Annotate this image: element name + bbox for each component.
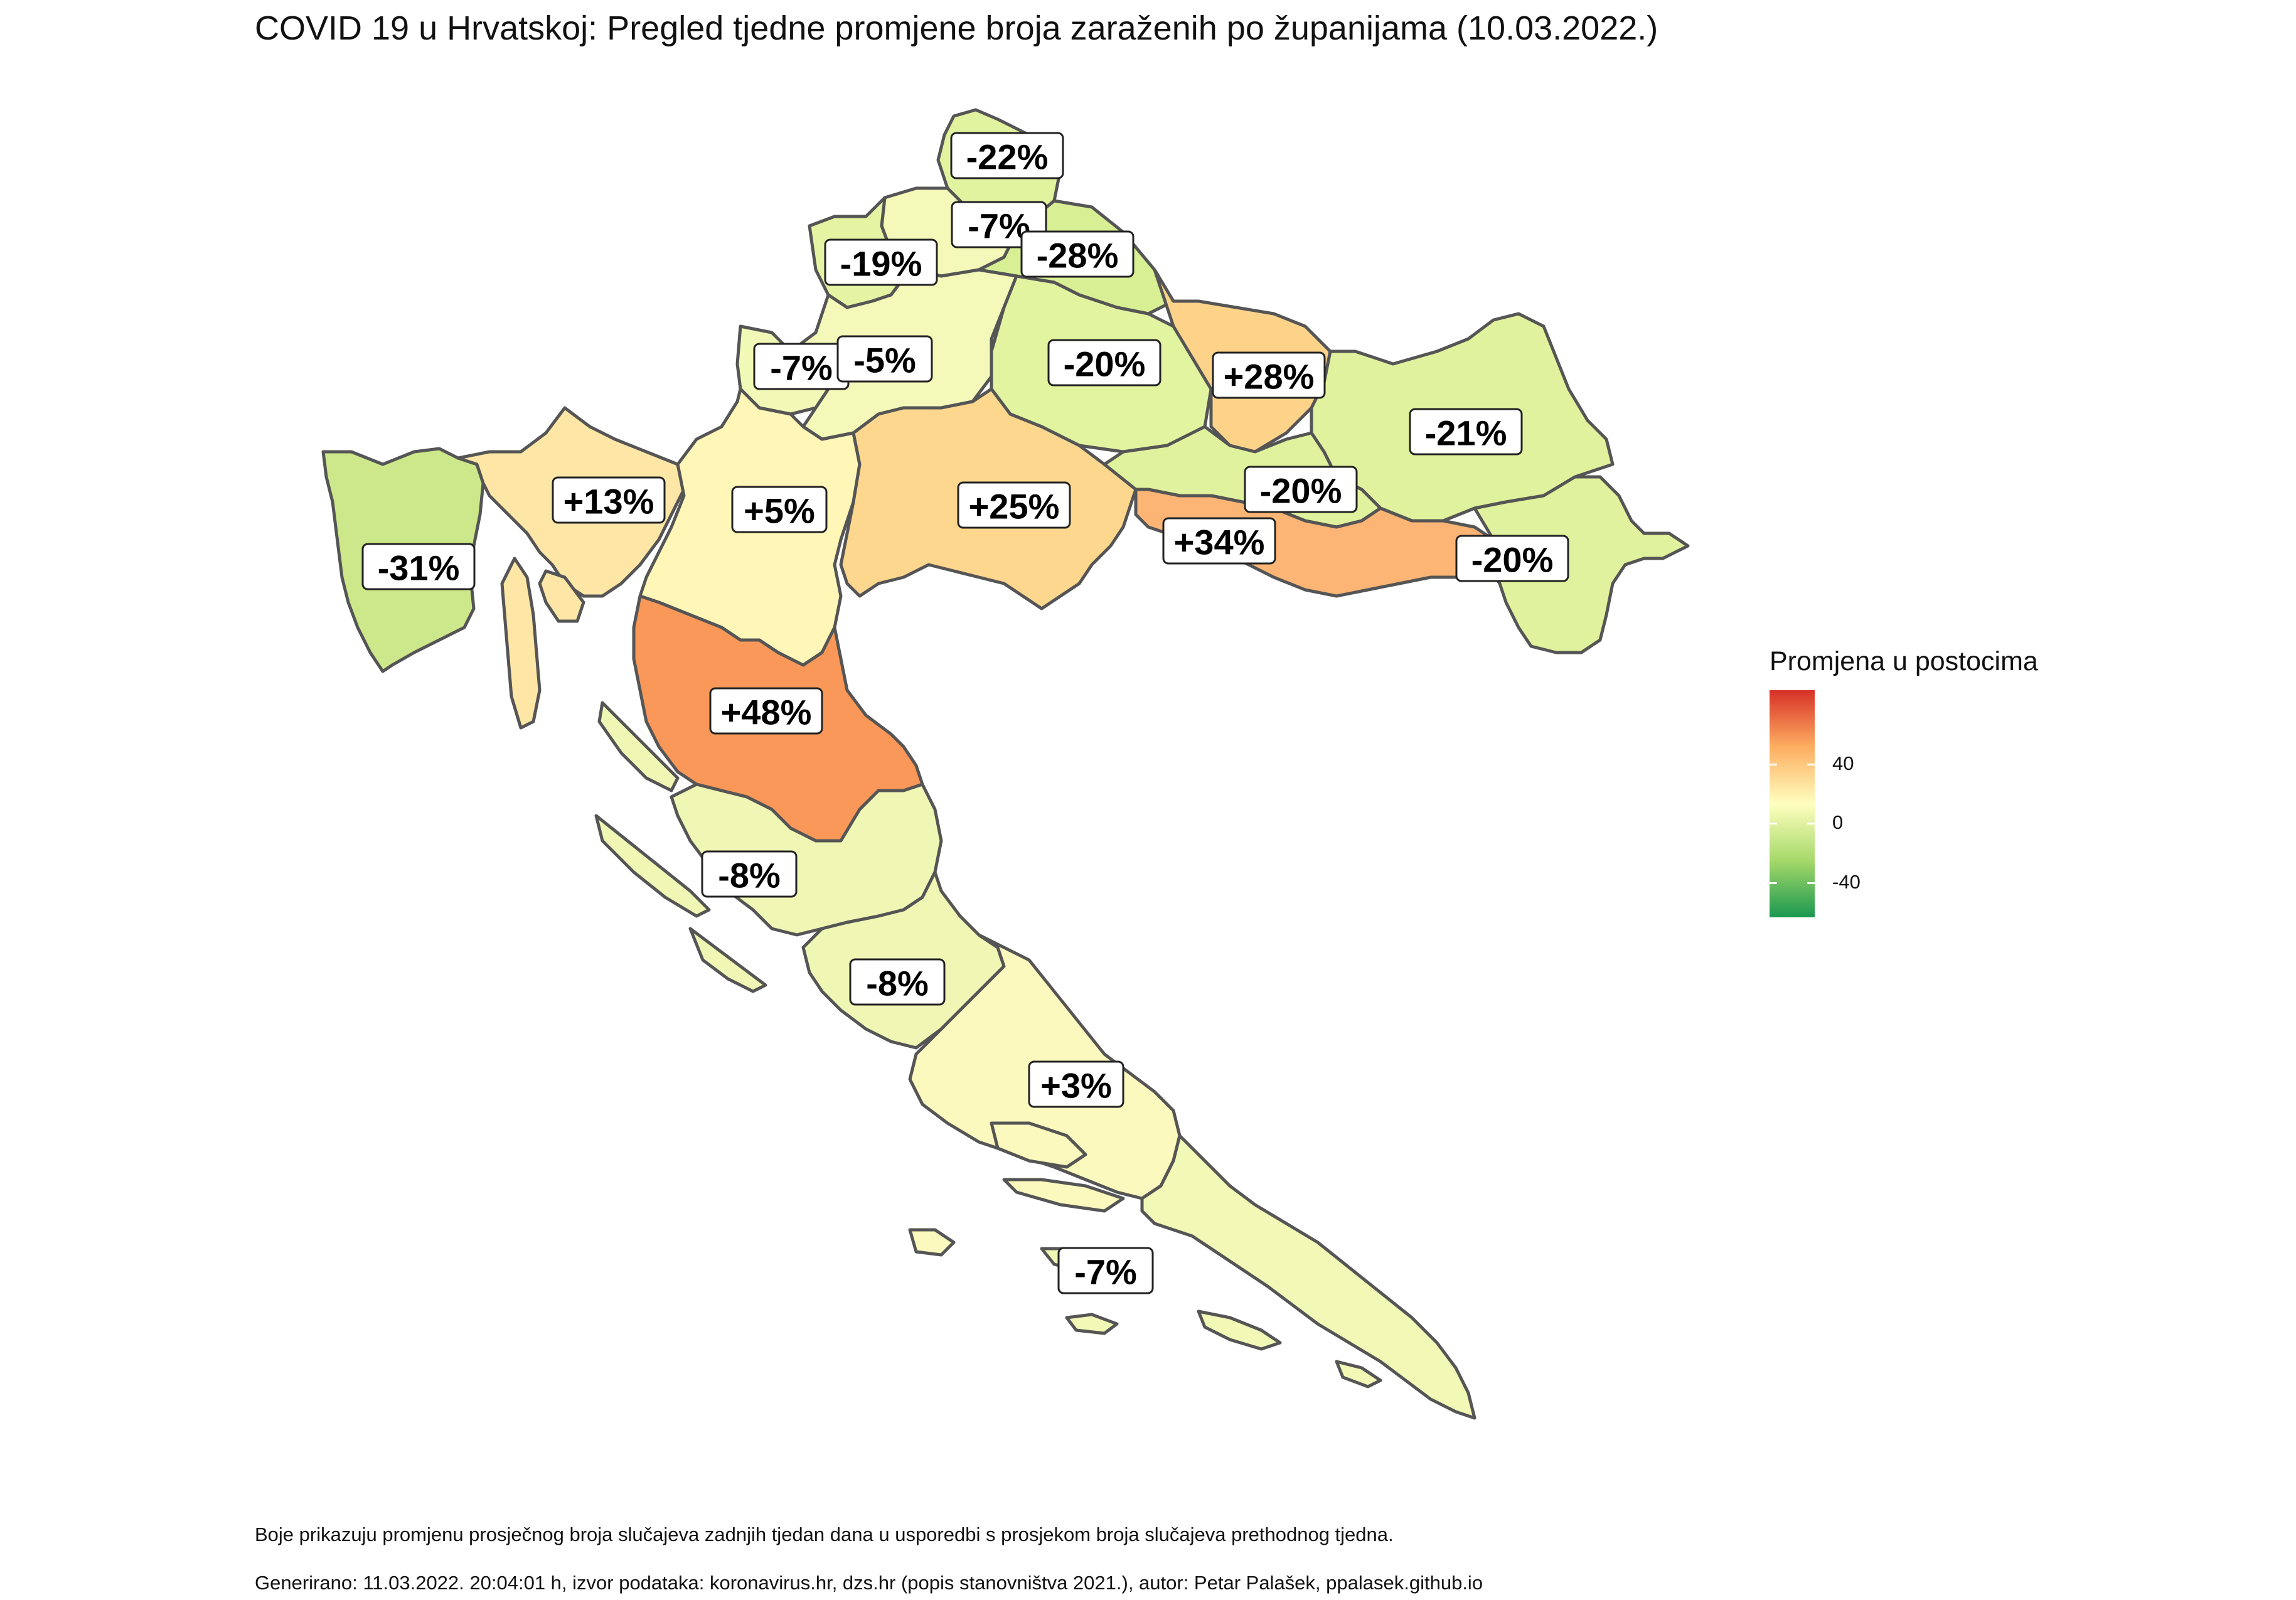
legend-tick-0: 0 — [1832, 811, 1844, 833]
county-change-label-box — [361, 543, 476, 590]
county-change-label-box — [1162, 517, 1276, 565]
island-brac — [990, 1121, 1087, 1169]
county-change-label-box — [701, 850, 798, 898]
county-change-label: +28% — [1212, 351, 1326, 399]
island-hvar — [1002, 1178, 1125, 1213]
county-change-label-text: +3% — [1040, 1066, 1112, 1106]
county-change-label-text: -8% — [866, 964, 929, 1003]
county-change-label-text: -19% — [840, 244, 922, 284]
island-lopud — [1335, 1360, 1382, 1389]
county-change-label-box — [1028, 1060, 1124, 1108]
island-kornati — [688, 927, 767, 993]
county-change-label-text: -7% — [968, 206, 1030, 246]
map-title: COVID 19 u Hrvatskoj: Pregled tjedne pro… — [255, 9, 1658, 47]
county-change-label-box — [950, 132, 1064, 179]
county-change-label-text: -8% — [718, 856, 781, 895]
island-dugi-otok — [594, 814, 711, 918]
county-change-label-box — [1212, 351, 1326, 399]
island-vis — [908, 1228, 956, 1257]
county-regions — [321, 108, 1690, 1420]
county-change-label: -21% — [1409, 408, 1523, 456]
legend-tick-40: 40 — [1832, 752, 1854, 774]
county-change-label-box — [1020, 230, 1135, 278]
county-change-label-text: +28% — [1224, 357, 1315, 397]
county-change-label: -28% — [1020, 230, 1135, 278]
legend-tick-mark — [1770, 823, 1777, 824]
county-change-label: -19% — [824, 238, 938, 286]
legend-tick-mark — [1807, 823, 1815, 824]
county-change-label: +25% — [957, 481, 1071, 529]
county-change-label-text: -5% — [853, 341, 916, 380]
legend-tick-mark — [1770, 764, 1777, 765]
county-change-label: +5% — [731, 486, 828, 533]
county-change-label: -8% — [701, 850, 798, 898]
county-change-label: -22% — [950, 132, 1064, 179]
county-change-label-box — [836, 335, 933, 383]
county-change-label: +3% — [1028, 1060, 1124, 1108]
county-change-label-box — [1455, 535, 1569, 582]
county-change-label-text: -31% — [378, 548, 460, 588]
county-change-label-text: +13% — [563, 482, 654, 521]
county-change-label-text: -7% — [770, 348, 833, 388]
legend: Promjena u postocima 40 0 -40 — [1770, 646, 2038, 917]
caption-source: Generirano: 11.03.2022. 20:04:01 h, izvo… — [255, 1572, 1483, 1594]
county-change-label-box — [1047, 339, 1161, 387]
county-change-label-text: +5% — [744, 491, 815, 531]
county-change-label: +13% — [552, 476, 666, 524]
county-change-label: +48% — [709, 687, 823, 735]
county-change-label-text: -28% — [1037, 236, 1119, 275]
county-change-label: -31% — [361, 543, 476, 590]
island-cres — [500, 557, 542, 730]
county-change-label: -8% — [849, 958, 946, 1006]
county-change-label: -20% — [1047, 339, 1161, 387]
county-change-label: -7% — [1057, 1247, 1154, 1294]
county-change-labels: -22%-7%-19% -28%-7% -5% -20% +28%-21%-31%+13… — [361, 132, 1569, 1294]
county-change-label-text: +34% — [1174, 523, 1265, 562]
county-change-label-box — [957, 481, 1071, 529]
county-change-label-text: -20% — [1260, 471, 1342, 511]
county-change-label: -5% — [836, 335, 933, 383]
legend-tick-mark — [1807, 764, 1815, 765]
caption-description: Boje prikazuju promjenu prosječnog broja… — [255, 1523, 1394, 1545]
county-change-label-text: +48% — [721, 693, 812, 732]
county-change-label-box — [1409, 408, 1523, 456]
island-pag — [597, 701, 680, 792]
island-lastovo — [1065, 1313, 1119, 1335]
county-change-label: -7% — [753, 343, 850, 390]
county-change-label-text: -20% — [1064, 344, 1146, 384]
county-region-dubrovacko-neretvanska — [1140, 1134, 1476, 1420]
county-region-vukovarsko-srijemska — [1473, 475, 1690, 654]
county-change-label-text: +25% — [969, 487, 1060, 526]
county-change-label-text: -21% — [1425, 413, 1507, 453]
legend-tick-mark — [1807, 882, 1815, 884]
county-change-label-box — [824, 238, 938, 286]
island-krk — [538, 569, 585, 623]
legend-tick-minus-40: -40 — [1832, 871, 1861, 893]
county-change-label-box — [709, 687, 823, 735]
island-mljet — [1197, 1309, 1282, 1351]
county-change-label: -20% — [1455, 535, 1569, 582]
county-change-label-text: -22% — [966, 137, 1049, 177]
county-change-label: +34% — [1162, 517, 1276, 565]
county-change-label-box — [849, 958, 946, 1006]
legend-tick-mark — [1770, 882, 1777, 884]
legend-title: Promjena u postocima — [1770, 646, 2038, 676]
county-change-label-text: -20% — [1471, 540, 1554, 580]
county-change-label-box — [1057, 1247, 1154, 1294]
county-change-label-text: -7% — [1074, 1252, 1137, 1292]
county-change-label-box — [1244, 466, 1358, 513]
county-change-label: -20% — [1244, 466, 1358, 513]
legend-color-bar — [1770, 690, 1815, 917]
county-change-label-box — [552, 476, 666, 524]
county-change-label-box — [731, 486, 828, 533]
